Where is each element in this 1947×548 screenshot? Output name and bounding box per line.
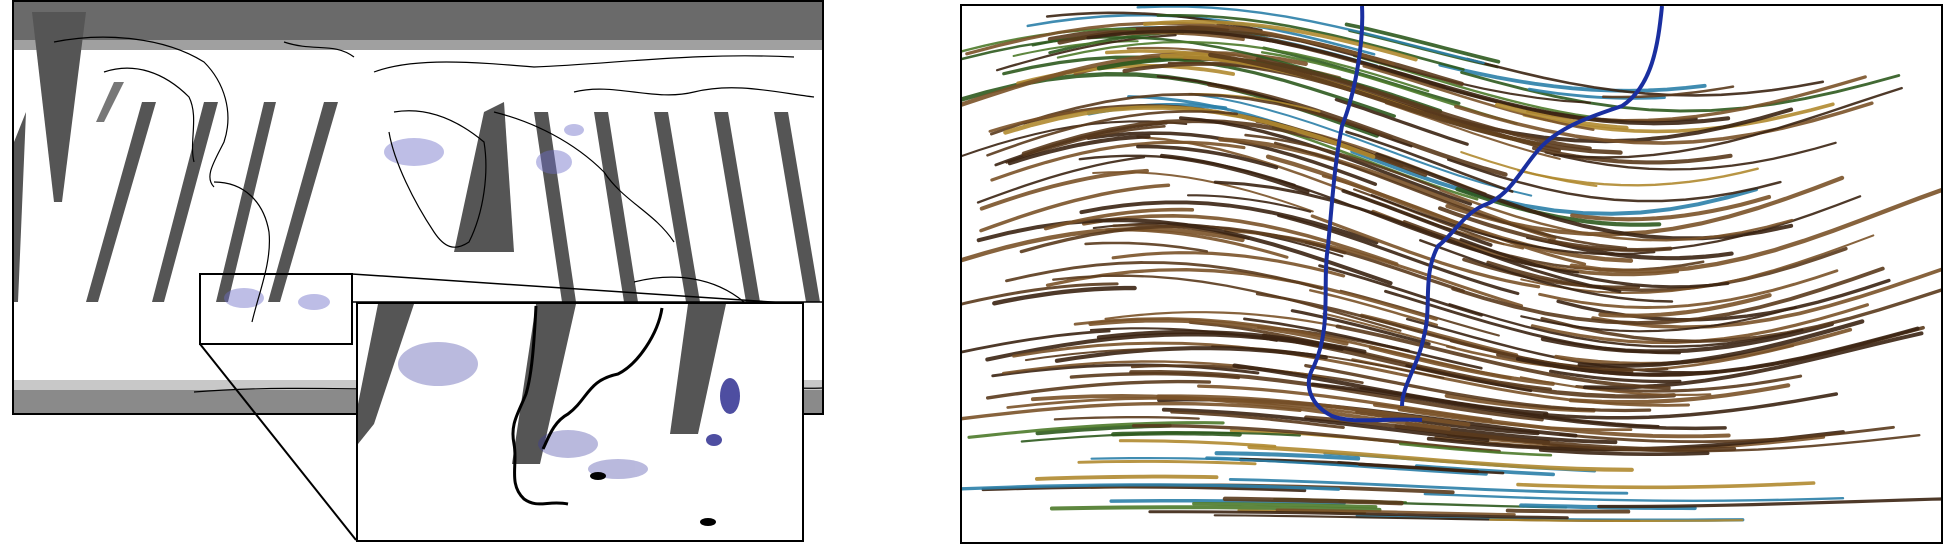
streamline [1490, 520, 1742, 521]
streamline [1055, 417, 1199, 419]
streamline [1518, 169, 1757, 186]
streamline [1037, 477, 1217, 479]
streamline [1279, 216, 1518, 294]
streamline [1079, 461, 1255, 463]
streamline [1120, 441, 1274, 447]
streamline [994, 288, 1134, 303]
streamline [1518, 483, 1814, 487]
streamline [978, 157, 1144, 202]
streamline [1086, 243, 1207, 251]
streamline [1425, 494, 1843, 501]
zoom-inset-panel [356, 302, 804, 542]
streamline-field [962, 6, 1941, 542]
streamline [1113, 433, 1239, 434]
zoom-inset [358, 304, 802, 540]
streamline-panel [960, 4, 1943, 544]
streamline [1508, 511, 1629, 512]
streamline [1071, 374, 1238, 378]
